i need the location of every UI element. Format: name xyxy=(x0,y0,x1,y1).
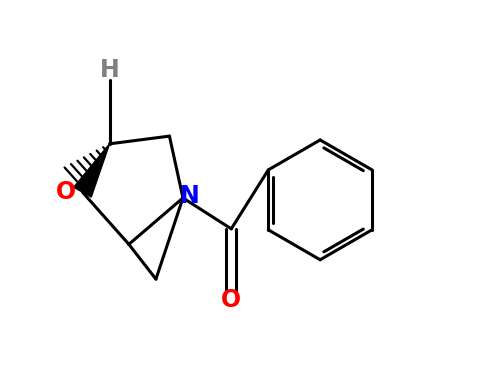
Text: N: N xyxy=(180,184,200,208)
Text: O: O xyxy=(221,289,241,312)
Text: O: O xyxy=(56,180,76,204)
Text: H: H xyxy=(100,58,120,82)
Polygon shape xyxy=(74,144,109,197)
